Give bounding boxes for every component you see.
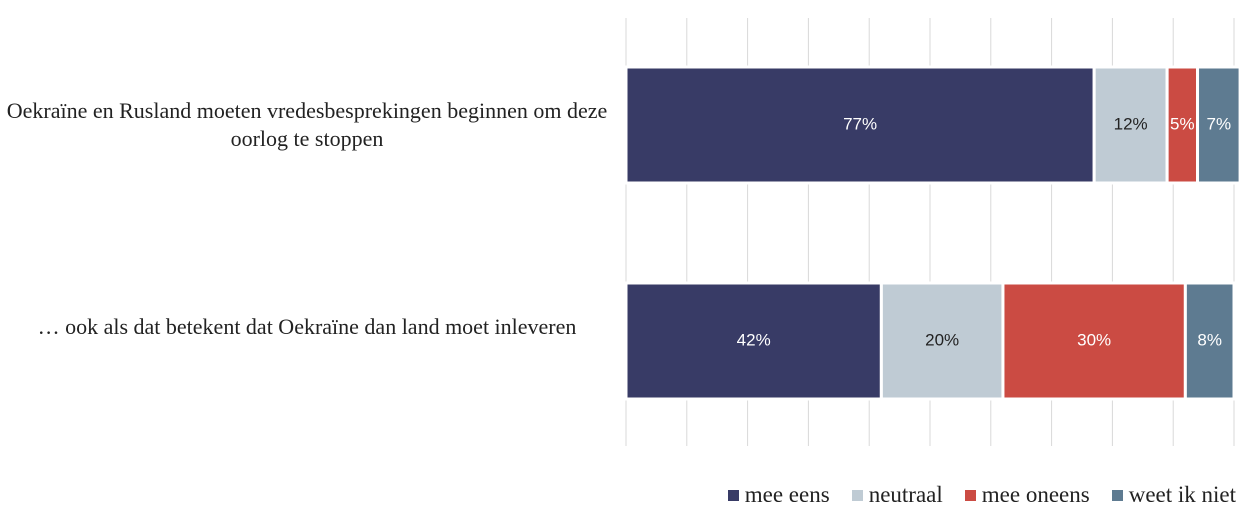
bar-segment xyxy=(1001,281,1187,401)
chart: 77% 12% 5% 7% 42% 20% 30% 8% xyxy=(624,18,1242,446)
legend-label: mee eens xyxy=(744,482,830,507)
data-label: 12% xyxy=(1114,114,1148,133)
data-label: 30% xyxy=(1077,330,1111,349)
data-label: 77% xyxy=(843,114,877,133)
data-label: 20% xyxy=(925,330,959,349)
bar-segment xyxy=(1183,281,1236,401)
legend-swatch xyxy=(964,489,976,501)
bar-segment xyxy=(1196,65,1242,185)
legend-item: weet ik niet xyxy=(1111,482,1236,508)
data-label: 42% xyxy=(737,330,771,349)
category-label: … ook als dat betekent dat Oekraïne dan … xyxy=(37,314,577,339)
data-label: 7% xyxy=(1207,114,1232,133)
category-label: Oekraïne en Rusland moeten vredesbesprek… xyxy=(6,98,608,151)
legend-swatch xyxy=(1111,489,1123,501)
bar-segment xyxy=(1092,65,1169,185)
legend-swatch xyxy=(851,489,863,501)
legend-label: weet ik niet xyxy=(1128,482,1236,507)
legend-label: mee oneens xyxy=(981,482,1090,507)
data-label: 8% xyxy=(1197,330,1222,349)
bar-segment xyxy=(624,65,1096,185)
legend-item: neutraal xyxy=(851,482,943,508)
legend-swatch xyxy=(727,489,739,501)
legend-item: mee eens xyxy=(727,482,830,508)
data-label: 5% xyxy=(1170,114,1195,133)
legend-label: neutraal xyxy=(868,482,943,507)
bar-segment xyxy=(879,281,1005,401)
legend-item: mee oneens xyxy=(964,482,1090,508)
bar-segment xyxy=(624,281,883,401)
legend: mee eens neutraal mee oneens weet ik niet xyxy=(727,482,1236,508)
